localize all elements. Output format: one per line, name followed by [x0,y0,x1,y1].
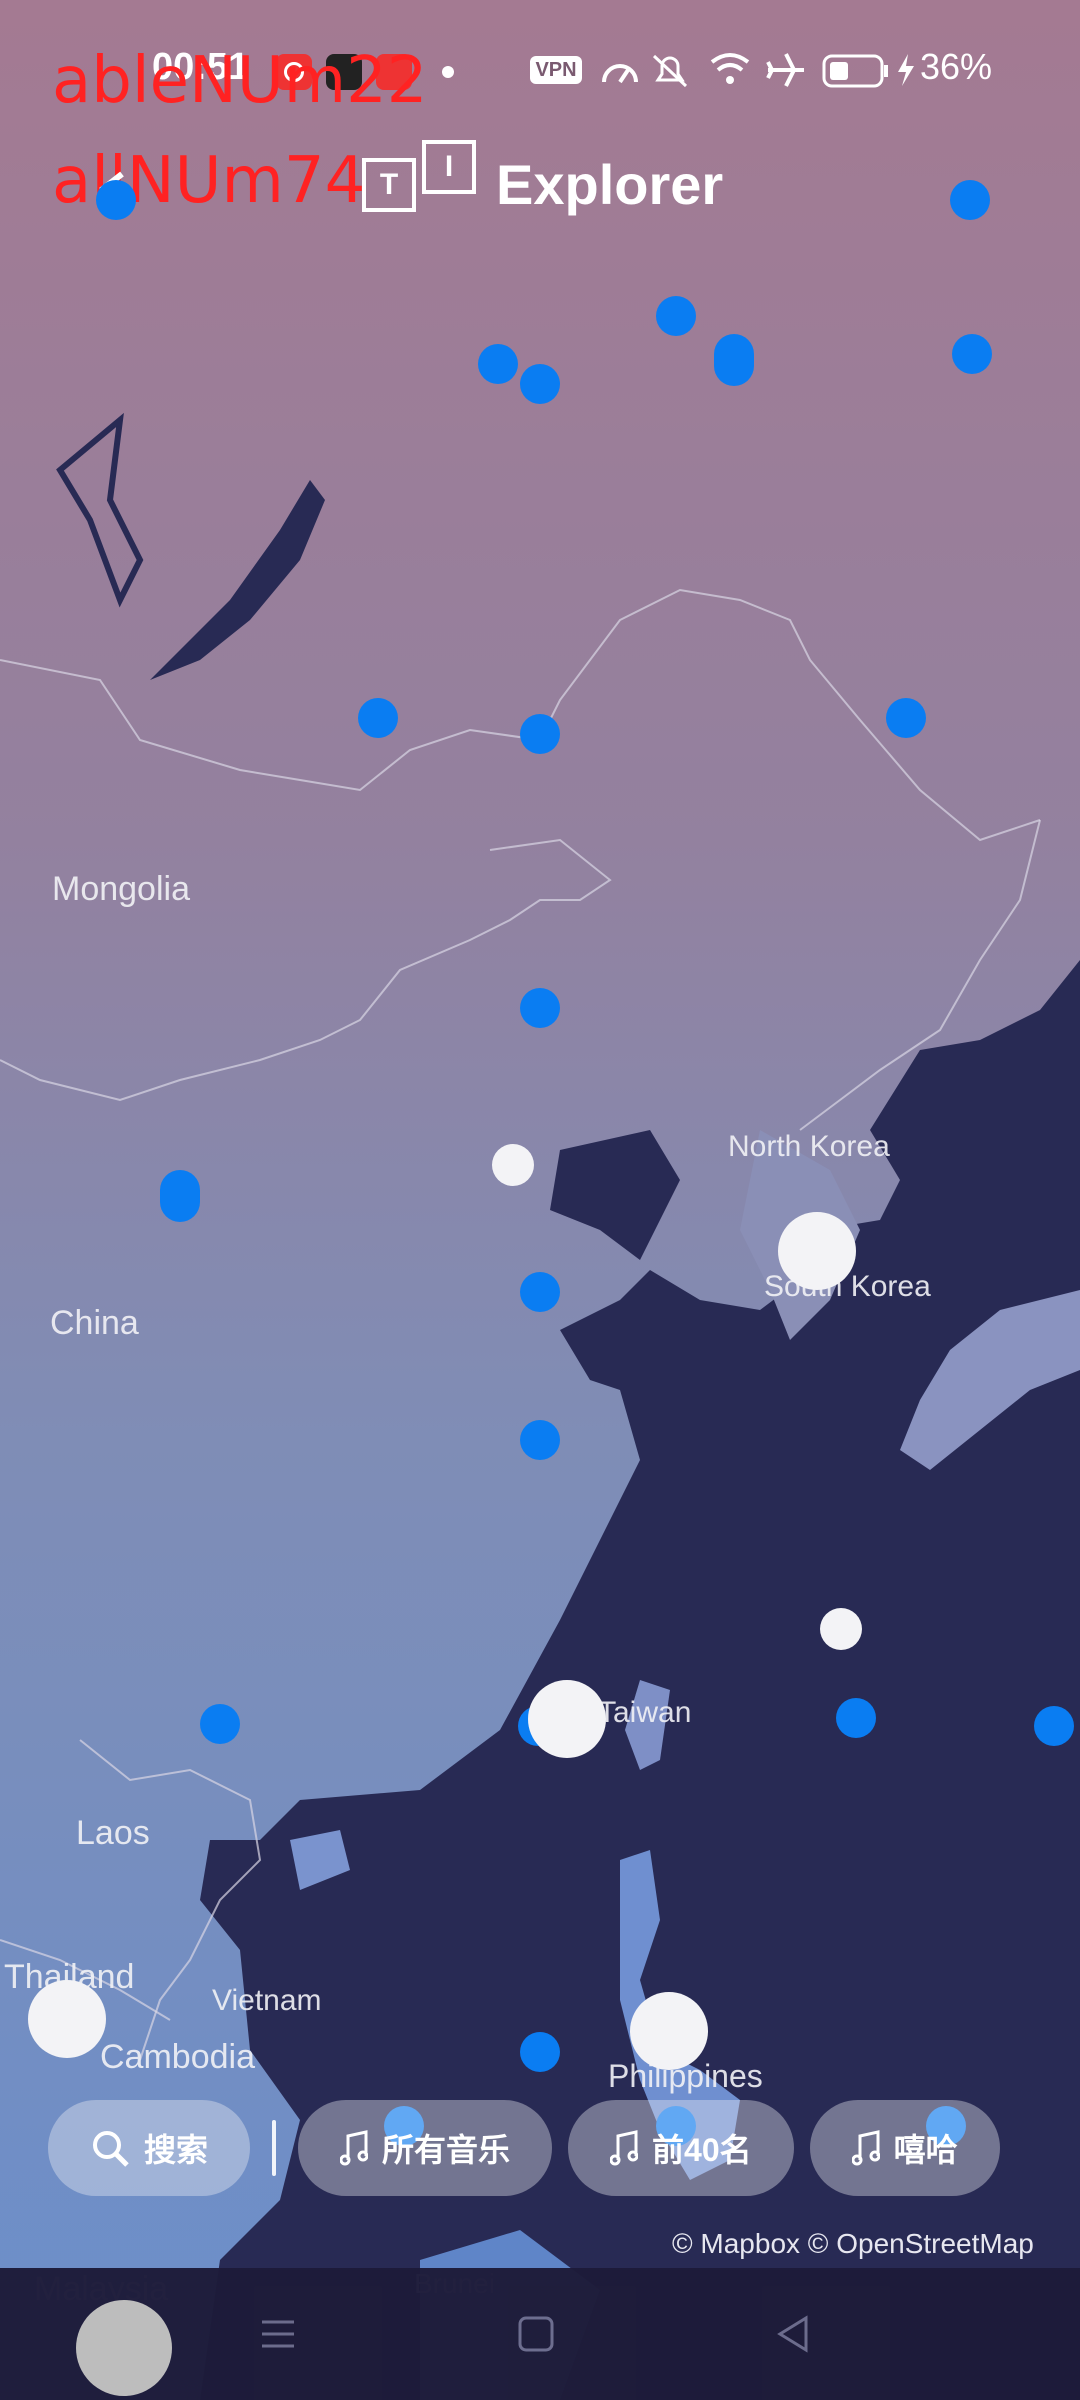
search-button[interactable]: 搜索 [48,2100,251,2196]
airplane-icon [766,53,804,87]
map-marker-highlight[interactable] [778,1212,856,1290]
label-mongolia: Mongolia [52,870,190,908]
battery-icon [822,54,888,88]
map-marker[interactable] [478,344,518,384]
wifi-icon [710,53,750,84]
label-taiwan: Taiwan [598,1696,692,1729]
border-line [0,1939,171,2021]
charging-icon [898,54,914,86]
filter-pill-top40[interactable]: 前40名 [568,2100,794,2196]
map-marker[interactable] [96,180,136,220]
border-line [799,819,1041,1131]
map-marker[interactable] [200,1704,240,1744]
border-line [0,588,1041,842]
filter-pill-label: 前40名 [652,2132,752,2168]
lake-baikal [150,480,325,680]
map-marker[interactable] [358,698,398,738]
filter-pill-label: 嘻哈 [893,2132,958,2168]
mute-icon [652,54,688,88]
map-marker[interactable] [886,698,926,738]
map-marker[interactable] [384,2106,424,2146]
map-marker-highlight[interactable] [28,1980,106,2058]
label-vietnam: Vietnam [212,1984,322,2017]
taiwan-island [625,1680,670,1770]
map-marker[interactable] [926,2106,966,2146]
map-marker[interactable] [520,1272,560,1312]
filter-pill-hiphop[interactable]: 嘻哈 [809,2100,1000,2196]
app-title: Explorer [496,153,724,216]
map-marker-highlight[interactable] [820,1608,862,1650]
app-brand: T I Explorer [362,139,724,217]
speed-icon [602,64,638,84]
filter-pill-all-music[interactable]: 所有音乐 [298,2100,553,2196]
map-marker[interactable] [836,1698,876,1738]
map-attribution[interactable]: © Mapbox © OpenStreetMap [672,2228,1034,2259]
battery-percent: 36% [920,46,993,87]
map-marker[interactable] [950,180,990,220]
label-china: China [50,1304,139,1342]
music-note-icon [340,2130,369,2166]
border-line [79,1739,262,2061]
map-marker-highlight[interactable] [528,1680,606,1758]
map-marker[interactable] [520,1420,560,1460]
vpn-badge: VPN [530,56,582,84]
label-cambodia: Cambodia [100,2038,255,2076]
status-time: 00:51 [152,46,250,88]
map-marker[interactable] [656,2106,696,2146]
border-line [0,838,612,1102]
search-label: 搜索 [144,2132,209,2168]
search-icon [93,2131,129,2167]
home-icon[interactable] [510,2308,562,2360]
map-marker[interactable] [952,334,992,374]
assistive-touch-button[interactable] [76,2300,172,2396]
news-app-icon [376,54,412,90]
map-marker[interactable] [714,334,754,386]
map-marker[interactable] [520,364,560,404]
tiktok-icon [326,54,362,90]
logo-letter-i: I [422,139,476,194]
music-note-icon [851,2130,880,2166]
map-marker[interactable] [520,988,560,1028]
map-marker[interactable] [656,296,696,336]
label-laos: Laos [76,1814,150,1852]
yellow-sea [550,1130,680,1260]
music-note-icon [610,2130,639,2166]
map-marker[interactable] [160,1170,200,1222]
logo-letter-t: T [362,157,416,212]
map-marker[interactable] [1034,1706,1074,1746]
map-marker[interactable] [520,714,560,754]
map-marker-highlight[interactable] [492,1144,534,1186]
filter-divider [272,2120,277,2176]
filter-bar: 搜索 所有音乐 前40名 嘻哈 [48,2100,1000,2196]
notification-dot-icon [442,66,454,78]
japan-island [900,1290,1080,1470]
debug-text-1: ableNUm22 [52,44,428,118]
filter-pill-label: 所有音乐 [382,2132,511,2168]
map-marker[interactable] [520,2032,560,2072]
app-logo: T I [362,139,476,212]
back-icon[interactable] [768,2308,820,2360]
app-notification-icon [276,54,312,90]
system-nav-bar [0,2268,1080,2400]
hainan-island [290,1830,350,1890]
menu-icon[interactable] [252,2308,304,2360]
northern-lake [56,412,144,608]
map-marker-highlight[interactable] [630,1992,708,2070]
label-north-korea: North Korea [728,1130,890,1163]
philippines-island [620,1850,740,2180]
status-bar: 00:51 VPN 36% [0,0,1080,140]
